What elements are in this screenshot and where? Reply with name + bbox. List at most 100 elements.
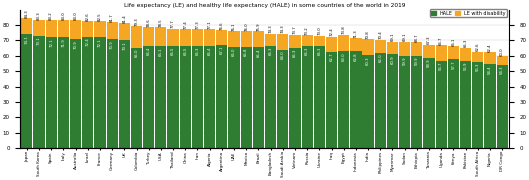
Bar (192, 29, 203, 46)
Bar (118, 40, 130, 148)
Text: 60.0: 60.0 (500, 47, 504, 55)
Bar (70, 20, 81, 39)
Text: 56.7: 56.7 (439, 62, 443, 70)
Bar (241, 47, 252, 148)
Text: 66.5: 66.5 (183, 47, 187, 55)
Text: 84.3: 84.3 (25, 9, 29, 18)
Bar (216, 45, 227, 148)
Text: 72.1: 72.1 (98, 38, 102, 47)
Bar (362, 39, 373, 55)
Bar (58, 20, 69, 37)
Text: 76.6: 76.6 (220, 21, 224, 30)
Bar (399, 42, 411, 56)
Bar (314, 36, 325, 46)
Bar (192, 46, 203, 148)
Text: 69.1: 69.1 (403, 33, 407, 41)
Bar (118, 23, 130, 40)
Text: 82.6: 82.6 (86, 12, 90, 21)
Text: 66.1: 66.1 (451, 38, 455, 46)
Text: 78.5: 78.5 (159, 18, 163, 27)
Bar (21, 34, 32, 148)
Text: 62.7: 62.7 (330, 52, 334, 61)
Text: 65.8: 65.8 (244, 48, 248, 56)
Bar (326, 37, 337, 52)
Bar (472, 62, 484, 148)
Bar (277, 50, 288, 148)
Bar (497, 56, 508, 65)
Text: 81.7: 81.7 (110, 13, 114, 22)
Bar (387, 42, 398, 54)
Bar (460, 48, 471, 61)
Text: 73.7: 73.7 (293, 26, 297, 34)
Bar (241, 31, 252, 47)
Text: 66.3: 66.3 (195, 47, 199, 55)
Text: 72.4: 72.4 (330, 28, 334, 36)
Bar (448, 59, 459, 148)
Bar (180, 29, 191, 46)
Text: 83.3: 83.3 (37, 11, 41, 20)
Bar (423, 45, 435, 57)
Text: 70.9: 70.9 (110, 40, 114, 49)
Text: 60.3: 60.3 (366, 56, 370, 65)
Text: 62.8: 62.8 (354, 52, 358, 61)
Bar (45, 37, 57, 148)
Text: 62.0: 62.0 (378, 53, 382, 62)
Text: 77.7: 77.7 (171, 19, 175, 28)
Bar (338, 35, 349, 51)
Bar (106, 39, 118, 148)
Text: 70.9: 70.9 (74, 40, 78, 49)
Bar (168, 46, 179, 148)
Text: 74.3: 74.3 (269, 25, 272, 33)
Text: 62.4: 62.4 (488, 43, 492, 52)
Bar (436, 61, 447, 148)
Bar (411, 56, 423, 148)
Text: 66.3: 66.3 (305, 47, 309, 55)
Bar (106, 22, 118, 39)
Text: 67.1: 67.1 (220, 46, 224, 54)
Text: 66.0: 66.0 (232, 47, 236, 56)
Bar (156, 46, 167, 148)
Text: 81.4: 81.4 (122, 14, 126, 22)
Text: 59.9: 59.9 (415, 57, 419, 65)
Bar (289, 35, 300, 48)
Bar (156, 27, 167, 46)
Bar (265, 34, 276, 46)
Bar (143, 27, 154, 46)
Bar (302, 35, 313, 46)
Text: 76.0: 76.0 (244, 22, 248, 31)
Text: 65.3: 65.3 (463, 39, 468, 47)
Bar (485, 52, 496, 64)
Bar (350, 51, 361, 148)
Text: 66.1: 66.1 (159, 47, 163, 56)
Bar (143, 46, 154, 148)
Text: 65.3: 65.3 (293, 48, 297, 57)
Title: Life expectancy (LE) and healthy life expectancy (HALE) in some countries of the: Life expectancy (LE) and healthy life ex… (124, 3, 405, 8)
Legend: HALE, LE with disability: HALE, LE with disability (430, 9, 507, 17)
Text: 79.3: 79.3 (134, 17, 139, 26)
Text: 73.2: 73.2 (305, 26, 309, 35)
Bar (497, 65, 508, 148)
Bar (131, 48, 142, 148)
Bar (289, 48, 300, 148)
Bar (131, 26, 142, 48)
Text: 76.1: 76.1 (232, 22, 236, 31)
Text: 54.4: 54.4 (488, 65, 492, 74)
Bar (375, 53, 386, 148)
Text: 77.3: 77.3 (195, 20, 199, 29)
Text: 83.2: 83.2 (49, 11, 53, 20)
Text: 69.1: 69.1 (390, 33, 395, 41)
Bar (216, 30, 227, 45)
Bar (338, 51, 349, 148)
Bar (253, 48, 264, 148)
Text: 71.3: 71.3 (354, 29, 358, 38)
Bar (94, 21, 106, 37)
Bar (448, 46, 459, 59)
Bar (485, 64, 496, 148)
Bar (94, 37, 106, 148)
Text: 83.0: 83.0 (74, 11, 78, 20)
Bar (326, 52, 337, 148)
Text: 82.5: 82.5 (98, 12, 102, 21)
Text: 74.1: 74.1 (25, 35, 29, 44)
Text: 56.9: 56.9 (463, 61, 468, 70)
Bar (229, 47, 240, 148)
